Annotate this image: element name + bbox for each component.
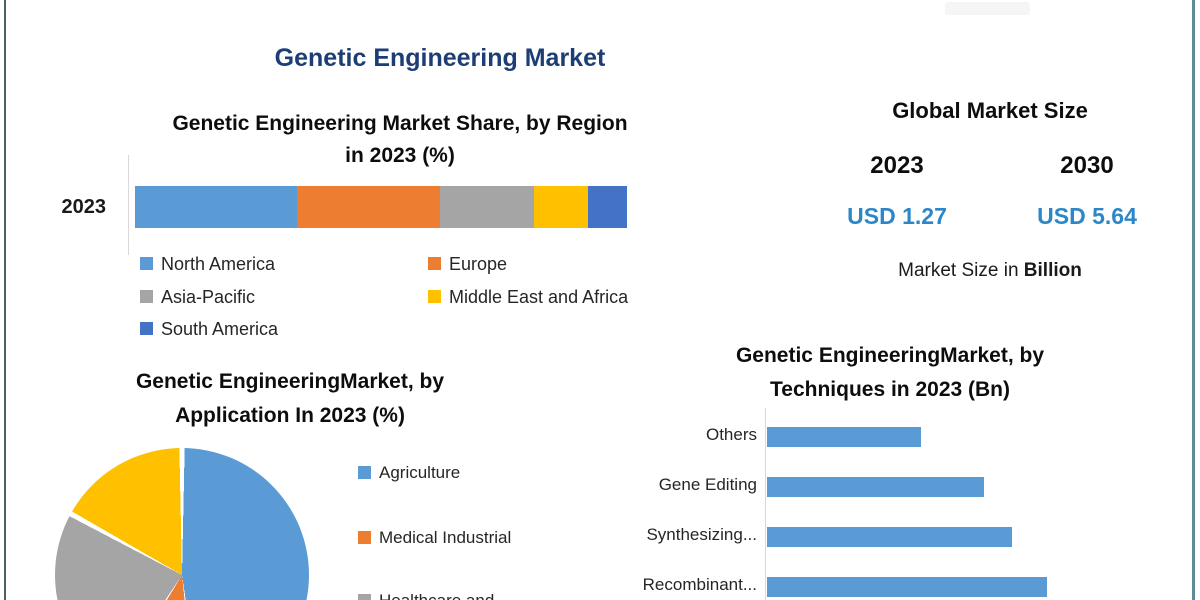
pie-legend-label-agriculture: Agriculture	[379, 463, 461, 482]
region-bar-segment-asia-pacific	[440, 186, 534, 228]
pie-legend-label-medical-industrial: Medical Industrial	[379, 528, 512, 547]
legend-label-north-america: North America	[161, 254, 276, 274]
market-size-year-2030: 2030	[1060, 152, 1114, 179]
region-bar-segment-europe	[297, 186, 441, 228]
legend-label-middle-east-africa: Middle East and Africa	[449, 287, 629, 307]
pie-legend-item-medical-industrial: Medical Industrial	[358, 527, 511, 548]
legend-item-north-america: North America	[140, 253, 275, 275]
techniques-bar-synthesizing-	[767, 527, 1012, 547]
application-chart-title-line2: Application In 2023 (%)	[175, 404, 405, 427]
techniques-label-others: Others	[705, 425, 757, 444]
legend-label-south-america: South America	[161, 319, 279, 339]
techniques-chart-axis	[765, 408, 766, 600]
techniques-label-gene-editing: Gene Editing	[658, 475, 757, 494]
market-size-caption-prefix: Market Size in	[898, 260, 1024, 281]
legend-marker-north-america	[140, 257, 153, 270]
region-chart-axis	[128, 155, 129, 255]
legend-item-europe: Europe	[428, 253, 507, 275]
page-title: Genetic Engineering Market	[274, 44, 606, 72]
application-pie	[55, 448, 309, 600]
legend-label-europe: Europe	[449, 254, 508, 274]
techniques-category-labels: Others Gene Editing Synthesizing... Recombi…	[590, 410, 757, 600]
legend-label-asia-pacific: Asia-Pacific	[161, 287, 256, 307]
techniques-bar-gene-editing	[767, 477, 984, 497]
techniques-bar-others	[767, 427, 921, 447]
legend-item-asia-pacific: Asia-Pacific	[140, 286, 255, 308]
pie-legend-marker-medical-industrial	[358, 531, 371, 544]
application-chart-title-line1: Genetic EngineeringMarket, by	[135, 370, 445, 393]
right-border-line	[1192, 0, 1195, 600]
pie-legend-marker-agriculture	[358, 466, 371, 479]
techniques-bar-recombinant-	[767, 577, 1047, 597]
legend-item-middle-east-africa: Middle East and Africa	[428, 286, 628, 308]
techniques-chart-title-line2: Techniques in 2023 (Bn)	[770, 378, 1010, 401]
left-border-line	[4, 0, 6, 600]
region-chart-title-line1: Genetic Engineering Market Share, by Reg…	[172, 112, 628, 135]
techniques-label-recombinant-: Recombinant...	[642, 575, 757, 594]
region-bar-segment-south-america	[587, 186, 627, 228]
region-chart-category-label: 2023	[61, 196, 107, 218]
pie-legend-item-healthcare: Healthcare and	[358, 590, 494, 600]
market-size-year-2023: 2023	[870, 152, 924, 179]
market-size-caption: Market Size in Billion	[800, 260, 1180, 282]
pie-legend-marker-healthcare	[358, 594, 371, 600]
pie-legend-label-healthcare: Healthcare and	[379, 590, 494, 600]
legend-item-south-america: South America	[140, 318, 278, 340]
pie-legend-item-agriculture: Agriculture	[358, 462, 460, 483]
legend-marker-middle-east-africa	[428, 290, 441, 303]
region-stacked-bar	[135, 186, 627, 228]
region-chart-title-line2: in 2023 (%)	[345, 144, 455, 167]
region-bar-segment-north-america	[135, 186, 298, 228]
techniques-chart-title-line1: Genetic EngineeringMarket, by	[735, 344, 1045, 367]
market-size-value-2030: USD 5.64	[1037, 203, 1137, 229]
legend-marker-europe	[428, 257, 441, 270]
market-size-caption-unit: Billion	[1023, 260, 1082, 281]
legend-marker-south-america	[140, 322, 153, 335]
legend-marker-asia-pacific	[140, 290, 153, 303]
techniques-label-synthesizing-: Synthesizing...	[646, 525, 757, 544]
market-size-value-2023: USD 1.27	[847, 203, 947, 229]
region-bar-segment-middle-east-and-africa	[533, 186, 588, 228]
faded-watermark	[945, 2, 1030, 15]
techniques-plot-area	[766, 410, 1186, 600]
global-market-size-title: Global Market Size	[892, 98, 1088, 123]
